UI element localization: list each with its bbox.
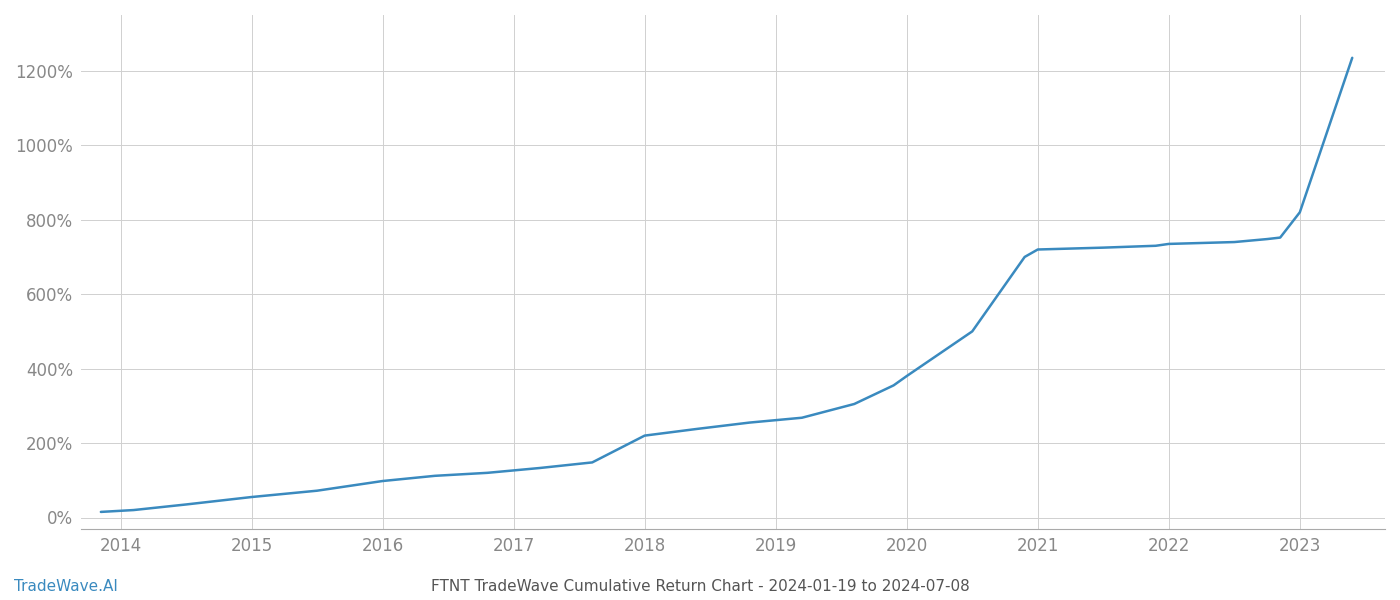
- Text: TradeWave.AI: TradeWave.AI: [14, 579, 118, 594]
- Text: FTNT TradeWave Cumulative Return Chart - 2024-01-19 to 2024-07-08: FTNT TradeWave Cumulative Return Chart -…: [431, 579, 969, 594]
